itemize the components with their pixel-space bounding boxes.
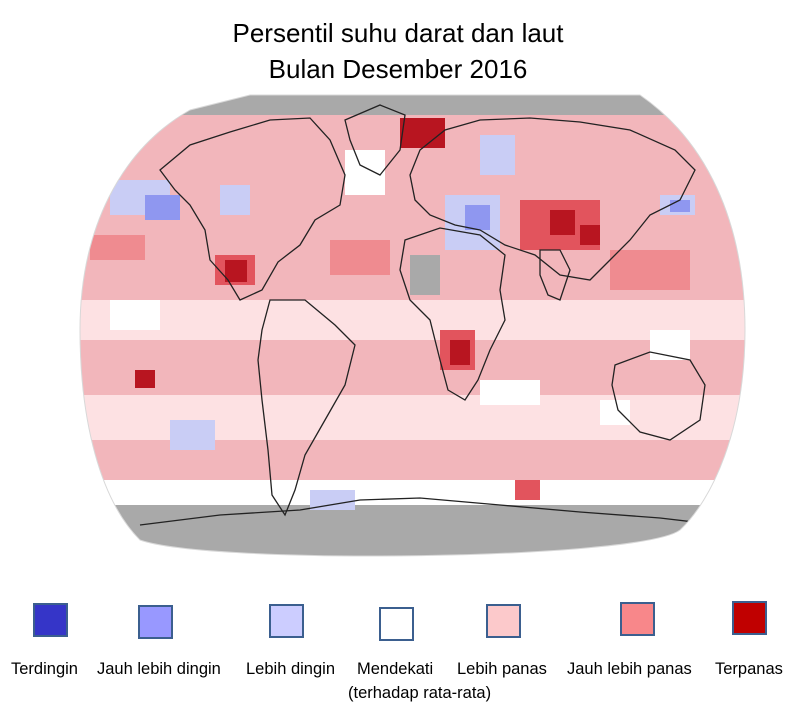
- legend-label-1: Jauh lebih dingin: [97, 660, 221, 678]
- much-cool-pacific-north: [145, 195, 180, 220]
- legend-sublabel-3: (terhadap rata-rata): [348, 684, 492, 702]
- legend-label-2: Lebih dingin: [246, 660, 335, 678]
- no-data-sahara: [410, 255, 440, 295]
- legend-label-3: Mendekati: [357, 660, 434, 678]
- map-title-line1: Persentil suhu darat dan laut: [232, 18, 564, 48]
- legend-swatch-4: [486, 604, 521, 638]
- legend-label-4: Lebih panas: [457, 660, 547, 678]
- record-warm-gulf: [225, 260, 247, 282]
- legend-swatch-5: [620, 602, 655, 636]
- near-north-atlantic: [345, 150, 385, 195]
- cool-north-america: [220, 185, 250, 215]
- much-warm-south: [515, 480, 540, 500]
- legend-label-0: Terdingin: [11, 660, 78, 678]
- legend-swatch-2: [269, 604, 304, 638]
- map-title-line2: Bulan Desember 2016: [268, 54, 528, 84]
- record-warm-africa: [450, 340, 470, 365]
- cool-scandinavia: [480, 135, 515, 175]
- near-east-pacific: [110, 300, 160, 330]
- antarctic-no-data: [80, 505, 745, 557]
- much-cool-europe: [465, 205, 490, 230]
- continent-outlines: [139, 104, 721, 526]
- cool-south-atlantic: [310, 490, 355, 510]
- much-cool-pacific-nw: [670, 200, 690, 212]
- warm-west-pacific: [610, 250, 690, 290]
- near-south-indian: [480, 380, 540, 405]
- equatorial-pale-band: [80, 300, 745, 340]
- temperature-grid: [80, 95, 745, 557]
- record-warm-asia: [550, 210, 575, 235]
- record-warm-pacific: [135, 370, 155, 388]
- arctic-no-data: [80, 95, 745, 115]
- record-warm-arctic: [400, 118, 445, 148]
- legend-swatch-0: [33, 603, 68, 637]
- legend-label-5: Jauh lebih panas: [567, 660, 692, 678]
- legend-swatch-3: [379, 607, 414, 641]
- legend-swatch-1: [138, 605, 173, 639]
- record-warm-china: [580, 225, 600, 245]
- warm-pacific: [90, 235, 145, 260]
- near-pacific-eq: [650, 330, 690, 360]
- cool-south-pacific: [170, 420, 215, 450]
- legend-label-6: Terpanas: [715, 660, 783, 678]
- globe-outline: [79, 94, 746, 557]
- warm-atlantic: [330, 240, 390, 275]
- legend: [33, 601, 767, 641]
- legend-swatch-6: [732, 601, 767, 635]
- near-indian-ocean: [600, 400, 630, 425]
